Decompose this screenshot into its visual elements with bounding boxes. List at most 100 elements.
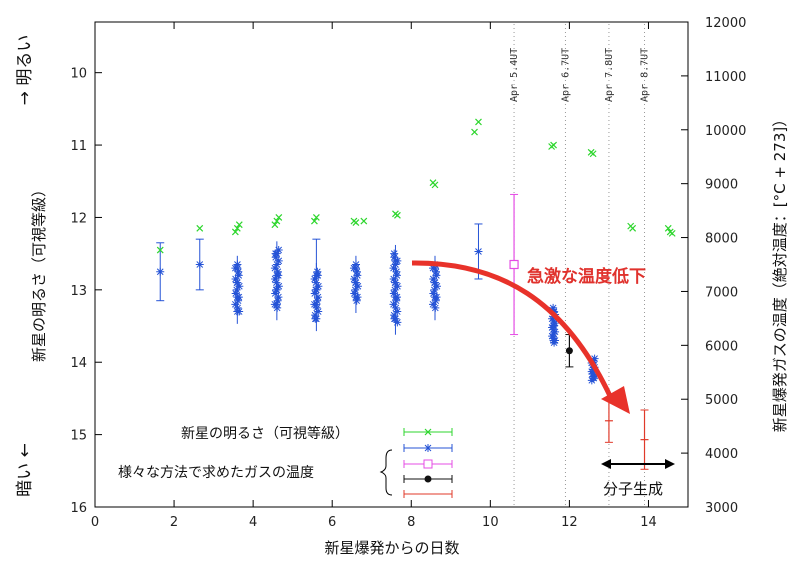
y-right-tick-label: 4000 — [705, 447, 738, 462]
brightness-point-green — [231, 228, 239, 236]
x-axis-title: 新星爆発からの日数 — [324, 539, 459, 557]
brightness-stack-point — [590, 371, 599, 380]
brightness-stack-point — [392, 271, 401, 280]
brightness-stack-point — [390, 253, 399, 262]
brightness-stack-point — [590, 354, 599, 363]
y-right-tick-label: 5000 — [705, 393, 738, 408]
brightness-point-green — [156, 246, 164, 254]
brightness-stack-point — [393, 318, 402, 327]
brightness-point-green — [233, 224, 241, 232]
brightness-point-green — [431, 181, 439, 189]
brightness-stack-point — [587, 376, 596, 385]
y-right-tick-label: 7000 — [705, 285, 738, 300]
x-tick-label: 0 — [91, 515, 99, 530]
brightness-stack-point — [389, 264, 398, 273]
brightness-stack-point — [390, 285, 399, 294]
x-tick-label: 10 — [482, 515, 499, 530]
brightness-stack-point — [549, 316, 558, 325]
x-tick-label: 2 — [170, 515, 178, 530]
brightness-point-green — [312, 214, 320, 221]
temperature-drop-label: 急激な温度低下 — [527, 266, 646, 287]
brightness-stack-point — [551, 336, 560, 345]
y-left-tick-label: 16 — [70, 501, 87, 516]
y-left-tick-label: 11 — [70, 139, 87, 154]
brightness-stack-point — [314, 307, 323, 316]
brightness-stack-point — [270, 264, 279, 273]
brightness-stack-point — [272, 260, 281, 269]
brightness-point-green — [668, 229, 676, 237]
event-label: Apr 6.7UT — [560, 48, 571, 102]
brightness-point-blue — [156, 267, 165, 276]
brightness-stack-point — [310, 274, 319, 283]
molecule-arrow-left — [601, 459, 611, 469]
y-right-axis-title: 新星爆発ガスの温度（絶対温度：[°C + 273]） — [771, 112, 789, 432]
brightness-stack-point — [235, 282, 244, 291]
y-left-tick-label: 15 — [70, 429, 87, 444]
brightness-stack-point — [271, 253, 280, 262]
brightness-point-green — [235, 221, 243, 229]
brightness-stack-point — [272, 285, 281, 294]
legend-brace — [379, 449, 393, 496]
brightness-stack-point — [311, 285, 320, 294]
brightness-stack-point — [273, 296, 282, 305]
brightness-point-green — [394, 211, 401, 219]
brightness-stack-point — [231, 274, 240, 283]
molecule-arrow-right — [665, 459, 675, 469]
x-tick-label: 4 — [249, 515, 257, 530]
brightness-stack-point — [231, 289, 240, 298]
brightness-stack-point — [310, 289, 319, 298]
y-left-axis-title: 新星の明るさ（可視等級） — [30, 182, 48, 362]
y-right-tick-label: 9000 — [705, 178, 738, 193]
brightness-stack-point — [312, 303, 321, 312]
x-tick-label: 14 — [640, 515, 657, 530]
brightness-stack-point — [392, 296, 401, 305]
brightness-stack-point — [233, 260, 242, 269]
brightness-stack-point — [429, 274, 438, 283]
brightness-stack-point — [313, 293, 322, 302]
brightness-stack-point — [351, 278, 360, 287]
brightness-point-green — [360, 217, 368, 225]
brightness-stack-point — [587, 367, 596, 376]
brightness-point-blue — [474, 247, 483, 256]
y-left-tick-label: 14 — [70, 356, 87, 371]
brightness-stack-point — [393, 282, 402, 291]
brightness-stack-point — [431, 303, 440, 312]
brightness-stack-point — [274, 271, 283, 280]
brightness-stack-point — [548, 323, 557, 332]
legend-marker-square — [423, 459, 433, 469]
event-label: Apr 7.8UT — [604, 48, 615, 102]
temperature-drop-arrowhead — [601, 386, 630, 414]
brightness-point-green — [310, 217, 318, 225]
brightness-stack-point — [431, 296, 440, 305]
brightness-stack-point — [271, 289, 280, 298]
brightness-stack-point — [393, 307, 402, 316]
brightness-stack-point — [432, 293, 441, 302]
event-lines: Apr 5.4UT Apr 6.7UT Apr 7.8UT Apr 8.7UT — [509, 24, 651, 507]
brightness-stack-point — [234, 296, 243, 305]
brightness-point-green — [352, 219, 360, 226]
axis-ticks: 0 2 4 6 8 10 12 14 10 11 12 13 14 15 16 3000 4000 5000 600… — [70, 16, 746, 530]
brightness-point-green — [629, 224, 637, 232]
y-right-tick-label: 12000 — [705, 16, 746, 31]
legend-marker-circle — [424, 475, 432, 483]
data-points — [156, 118, 676, 441]
brightness-stack-point — [235, 307, 244, 316]
y-left-tick-label: 13 — [70, 284, 87, 299]
brightness-stack-point — [231, 300, 240, 309]
y-left-tick-label: 10 — [70, 67, 87, 82]
brightness-stack-point — [353, 271, 362, 280]
brightness-stack-point — [432, 271, 441, 280]
legend-temperature-label: 様々な方法で求めたガスの温度 — [118, 465, 314, 481]
brightness-stack-point — [270, 300, 279, 309]
brightness-stack-point — [389, 274, 398, 283]
legend: 新星の明るさ（可視等級） 様々な方法で求めたガスの温度 — [118, 425, 453, 498]
brightness-stack-point — [353, 293, 362, 302]
brightness-stack-point — [271, 274, 280, 283]
event-label: Apr 5.4UT — [509, 48, 520, 102]
brightness-stack-point — [350, 289, 359, 298]
y-right-tick-label: 10000 — [705, 124, 746, 139]
legend-marker-x — [424, 428, 432, 436]
brightness-stack-point — [429, 300, 437, 309]
brightness-stack-point — [549, 303, 558, 312]
